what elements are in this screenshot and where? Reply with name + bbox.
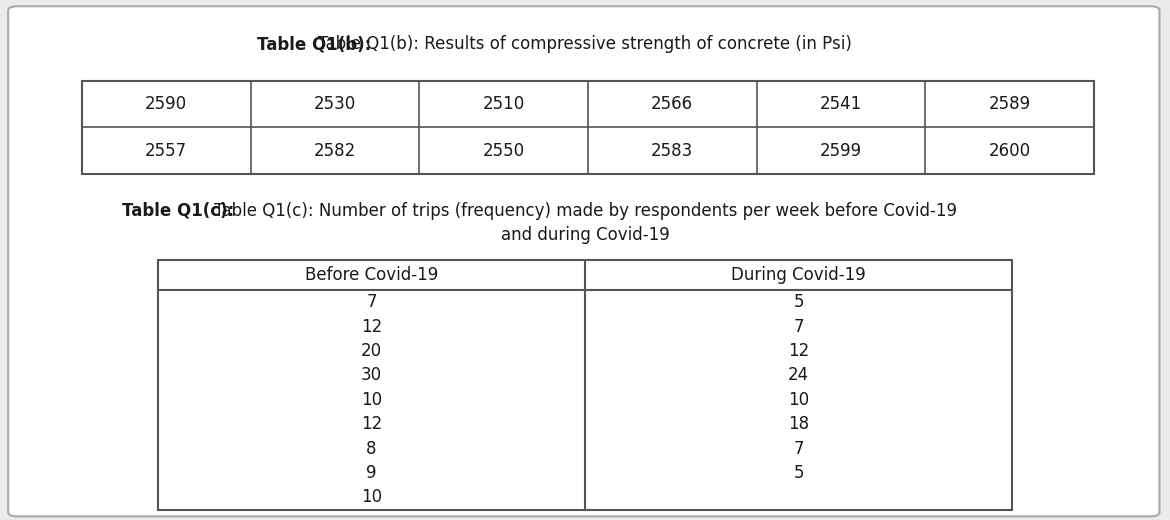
Text: 2582: 2582 bbox=[314, 142, 356, 160]
Text: Before Covid-19: Before Covid-19 bbox=[305, 266, 438, 284]
Text: 2583: 2583 bbox=[652, 142, 694, 160]
Text: Table Q1(b): Results of compressive strength of concrete (in Psi): Table Q1(b): Results of compressive stre… bbox=[318, 35, 852, 53]
Text: 5: 5 bbox=[793, 293, 804, 311]
Text: 2510: 2510 bbox=[482, 95, 524, 113]
Text: 24: 24 bbox=[787, 367, 810, 384]
Text: 2530: 2530 bbox=[314, 95, 356, 113]
Text: 10: 10 bbox=[360, 488, 383, 506]
Text: 7: 7 bbox=[366, 293, 377, 311]
Text: and during Covid-19: and during Covid-19 bbox=[501, 226, 669, 244]
Text: 2589: 2589 bbox=[989, 95, 1031, 113]
Text: 10: 10 bbox=[787, 391, 810, 409]
Text: Table Q1(c):: Table Q1(c): bbox=[122, 202, 234, 219]
Bar bbox=[158, 260, 1012, 510]
Text: Table Q1(c): Number of trips (frequency) made by respondents per week before Cov: Table Q1(c): Number of trips (frequency)… bbox=[213, 202, 957, 219]
Text: 30: 30 bbox=[360, 367, 383, 384]
Text: 2600: 2600 bbox=[989, 142, 1031, 160]
Text: 12: 12 bbox=[787, 342, 810, 360]
Text: 9: 9 bbox=[366, 464, 377, 482]
Text: 10: 10 bbox=[360, 391, 383, 409]
Bar bbox=[82, 81, 1094, 174]
Text: 2599: 2599 bbox=[820, 142, 862, 160]
Text: 8: 8 bbox=[366, 439, 377, 458]
FancyBboxPatch shape bbox=[8, 6, 1159, 516]
Text: 18: 18 bbox=[787, 415, 810, 433]
Text: 2566: 2566 bbox=[652, 95, 694, 113]
Text: 20: 20 bbox=[360, 342, 383, 360]
Text: 2541: 2541 bbox=[820, 95, 862, 113]
Text: 5: 5 bbox=[793, 464, 804, 482]
Text: 2557: 2557 bbox=[145, 142, 187, 160]
Text: Table Q1(b):: Table Q1(b): bbox=[257, 35, 371, 53]
Text: 12: 12 bbox=[360, 318, 383, 336]
Text: 12: 12 bbox=[360, 415, 383, 433]
Text: 2590: 2590 bbox=[145, 95, 187, 113]
Text: 7: 7 bbox=[793, 318, 804, 336]
Text: 7: 7 bbox=[793, 439, 804, 458]
Text: During Covid-19: During Covid-19 bbox=[731, 266, 866, 284]
Text: 2550: 2550 bbox=[482, 142, 524, 160]
